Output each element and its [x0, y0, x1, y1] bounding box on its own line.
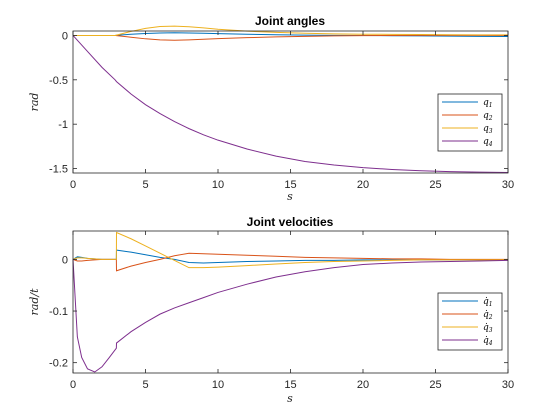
legend-label: q̇1 [483, 297, 493, 308]
y-tick-label: -1 [58, 119, 68, 131]
x-tick-label: 5 [142, 379, 148, 391]
x-tick-label: 20 [357, 179, 369, 191]
ticks: 0 5 10 15 20 25 30 0 -0.1 -0.2 [49, 231, 514, 391]
legend-label: q̇3 [483, 323, 493, 334]
y-tick-label: -1.5 [49, 164, 68, 176]
chart-title: Joint velocities [247, 215, 334, 229]
x-axis-label: s [287, 190, 293, 203]
x-tick-label: 30 [502, 379, 514, 391]
legend-items: q̇1 q̇2 q̇3 q̇4 [442, 297, 493, 347]
legend-label: q1 [483, 98, 493, 109]
y-tick-label: 0 [62, 30, 68, 42]
y-tick-label: 0 [62, 254, 68, 266]
plot-area [72, 25, 509, 174]
series-line-3 [72, 231, 508, 269]
legend: q̇1 q̇2 q̇3 q̇4 [437, 292, 503, 351]
x-tick-label: 0 [70, 379, 76, 391]
x-tick-label: 0 [70, 179, 76, 191]
joint-velocities-axes: Joint velocities s rad/t 0 5 10 15 20 25 300-0… [28, 215, 514, 405]
series-line-4 [72, 35, 509, 174]
legend-label: q̇4 [483, 336, 493, 347]
x-tick-label: 5 [142, 179, 148, 191]
y-axis-label: rad/t [28, 288, 41, 316]
x-tick-label: 25 [429, 379, 441, 391]
series-line-3 [73, 25, 509, 36]
x-axis-label: s [287, 392, 293, 405]
legend-items: q1 q2 q3 q4 [442, 98, 493, 148]
x-tick-label: 10 [212, 379, 224, 391]
x-tick-label: 10 [212, 179, 224, 191]
plot-area [72, 231, 509, 373]
joint-angles-axes: Joint angles s rad 0 5 10 15 20 25 30 0 -0.5 -1 -1… [28, 14, 514, 203]
x-tick-label: 25 [429, 179, 441, 191]
ticks: 0 5 10 15 20 25 30 0 -0.5 -1 -1.5 [49, 30, 514, 191]
y-axis-label: rad [28, 93, 41, 112]
x-tick-label: 20 [357, 379, 369, 391]
y-tick-label: -0.5 [49, 75, 68, 87]
legend-label: q3 [483, 124, 493, 135]
y-tick-label: -0.1 [49, 306, 68, 318]
chart-title: Joint angles [255, 14, 325, 28]
legend: q1 q2 q3 q4 [437, 93, 503, 152]
y-tick-label: -0.2 [49, 358, 68, 370]
legend-label: q4 [483, 137, 493, 148]
x-tick-label: 15 [284, 379, 296, 391]
legend-label: q2 [483, 111, 493, 122]
legend-label: q̇2 [483, 310, 493, 321]
series-line-4 [72, 259, 509, 373]
series-line-2 [72, 252, 508, 272]
x-tick-label: 30 [502, 179, 514, 191]
axes-background [73, 31, 508, 173]
x-tick-label: 15 [284, 179, 296, 191]
